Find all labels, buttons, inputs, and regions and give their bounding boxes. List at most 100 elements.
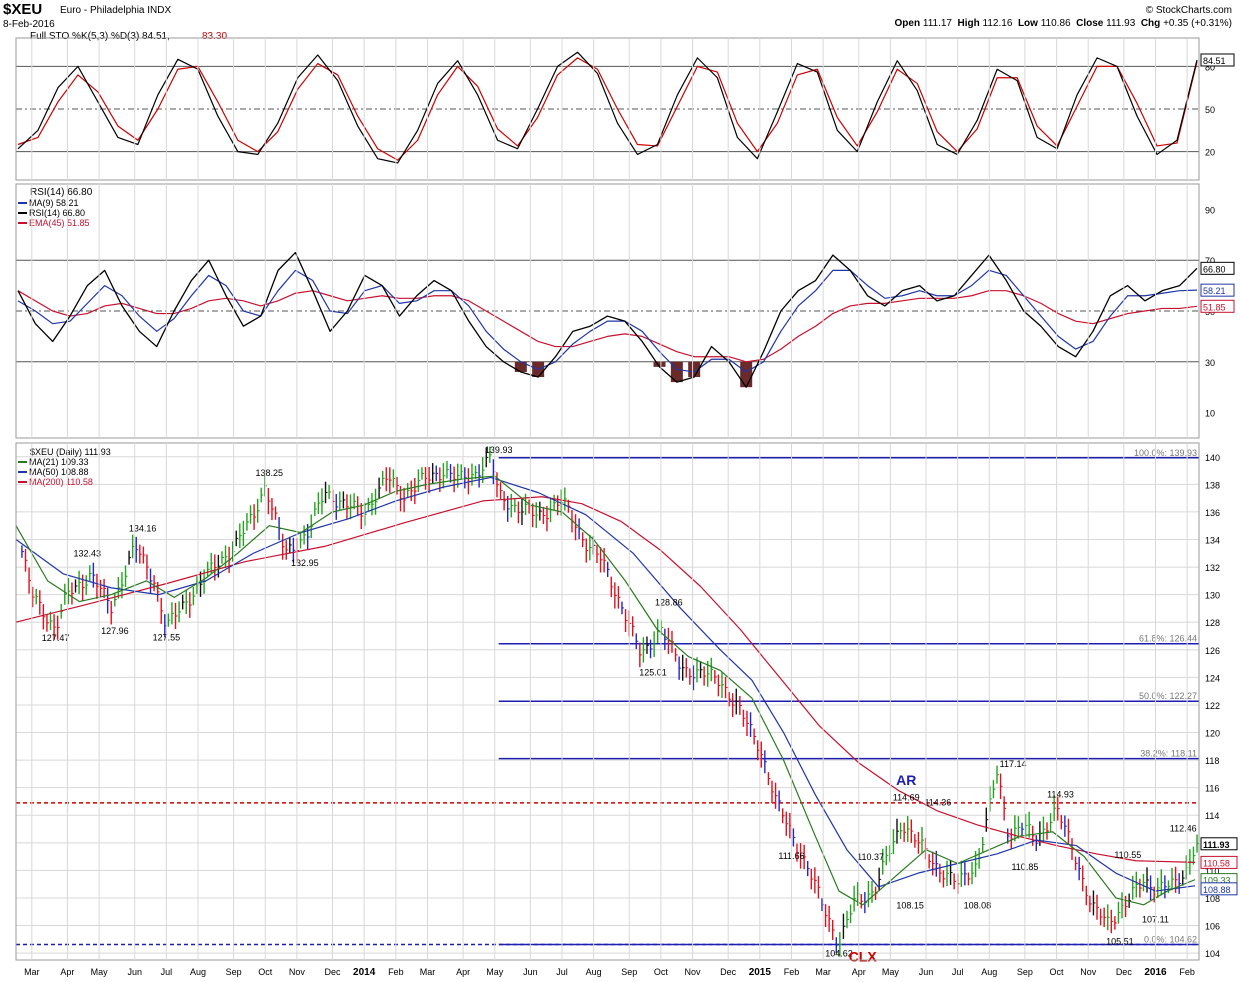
rsi-tick-label: 10: [1205, 409, 1215, 419]
price-tick-label: 138: [1205, 480, 1220, 490]
x-tick-label: Dec: [325, 967, 342, 977]
sto-legend-black: Full STO %K(5,3) %D(3) 84.51,: [30, 31, 170, 42]
x-tick-label: May: [882, 967, 900, 977]
swing-price-label: 110.55: [1114, 850, 1141, 860]
rsi-last-value-box: [1200, 261, 1235, 275]
change-value: +0.35 (+0.31%): [1163, 18, 1232, 29]
open-label: Open: [894, 18, 921, 29]
swing-price-label: 114.36: [924, 797, 951, 807]
sto-last-value-box: [1200, 53, 1235, 67]
x-tick-label: Feb: [784, 967, 800, 977]
swing-price-label: 134.16: [129, 524, 157, 534]
x-tick-label: 2016: [1144, 967, 1167, 978]
high-label: High: [957, 18, 980, 29]
rsi-last-value-label: 66.80: [1203, 264, 1226, 274]
fib-level-label: 100.0%: 139.93: [1134, 448, 1197, 458]
price-tick-label: 134: [1205, 536, 1220, 546]
x-tick-label: Sep: [1017, 967, 1033, 977]
price-legend-item: MA(21) 109.33: [29, 457, 89, 467]
sto-d-line: [17, 57, 1198, 161]
swing-price-label: 108.08: [964, 901, 992, 911]
price-tick-label: 122: [1205, 701, 1220, 711]
x-tick-label: Apr: [60, 967, 74, 977]
stochastic-panel: 80 50 20 84.51 Full STO %K(5,3) %D(3) 84.51,…: [16, 31, 1235, 164]
sto-legend-red: 83.30: [202, 31, 227, 42]
x-tick-label: May: [486, 967, 504, 977]
rsi-legend-item: RSI(14) 66.80: [29, 208, 85, 218]
x-tick-label: Mar: [24, 967, 40, 977]
price-last-value-label: 108.88: [1203, 885, 1231, 895]
x-tick-label: Jun: [919, 967, 934, 977]
close-label: Close: [1076, 18, 1104, 29]
fib-level-label: 38.2%: 118.11: [1140, 749, 1197, 759]
price-legend-item: MA(50) 108.88: [29, 467, 89, 477]
x-tick-label: Jun: [127, 967, 142, 977]
swing-price-label: 117.14: [1000, 759, 1027, 769]
x-tick-label: Jun: [523, 967, 538, 977]
rsi-tick-label: 30: [1205, 358, 1215, 368]
x-tick-label: Sep: [226, 967, 242, 977]
rsi-oversold-fill: [514, 361, 527, 372]
rsi-last-value-box: [1200, 299, 1235, 313]
swing-price-label: 112.46: [1170, 823, 1197, 833]
x-tick-label: Feb: [388, 967, 404, 977]
x-tick-label: Nov: [289, 967, 306, 977]
close-value: 111.93: [1106, 18, 1136, 29]
ma50-line: [15, 476, 1196, 892]
x-tick-label: Mar: [815, 967, 831, 977]
swing-price-label: 127.96: [101, 626, 129, 636]
chart-instrument-name: Euro - Philadelphia INDX: [60, 5, 172, 16]
rsi-panel-frame: [15, 183, 1200, 439]
price-panel: 1041061081101121141161181201221241261281…: [15, 445, 1238, 964]
price-panel-frame: [15, 442, 1200, 961]
chart-date: 8-Feb-2016: [3, 19, 55, 30]
sto-tick-label: 50: [1205, 105, 1215, 115]
price-last-value-box: [1200, 837, 1238, 851]
rsi-last-value-label: 51.85: [1203, 302, 1226, 312]
x-tick-label: 2015: [749, 967, 772, 978]
swing-price-label: 138.25: [255, 468, 283, 478]
x-tick-label: Apr: [456, 967, 470, 977]
price-tick-label: 116: [1205, 784, 1219, 794]
fib-level-label: 50.0%: 122.27: [1139, 691, 1197, 701]
x-tick-label: Oct: [654, 967, 669, 977]
rsi-oversold-fill: [688, 361, 701, 378]
x-tick-label: Dec: [1116, 967, 1133, 977]
price-tick-label: 124: [1205, 673, 1220, 683]
price-legend-item: MA(200) 110.58: [29, 477, 93, 487]
annotation-clx: CLX: [849, 948, 878, 964]
x-tick-label: Oct: [258, 967, 273, 977]
x-tick-label: Mar: [420, 967, 436, 977]
price-tick-label: 106: [1205, 922, 1220, 932]
x-tick-label: Nov: [685, 967, 702, 977]
sto-tick-label: 20: [1205, 148, 1215, 158]
swing-price-label: 110.37: [857, 852, 884, 862]
fib-level-label: 61.8%: 126.44: [1139, 634, 1197, 644]
x-tick-label: Sep: [621, 967, 637, 977]
x-tick-label: Nov: [1080, 967, 1097, 977]
price-tick-label: 114: [1205, 811, 1219, 821]
x-tick-label: Aug: [190, 967, 206, 977]
x-tick-label: Aug: [586, 967, 602, 977]
rsi-tick-label: 90: [1205, 205, 1215, 215]
x-tick-label: May: [91, 967, 109, 977]
swing-price-label: 127.47: [42, 633, 70, 643]
x-tick-label: Jul: [556, 967, 568, 977]
ma200-line: [15, 496, 1196, 863]
x-axis: Mar Apr May Jun Jul Aug Sep Oct Nov Dec 2014 Feb Mar…: [15, 37, 1200, 978]
rsi-line: [17, 251, 1198, 388]
x-tick-label: Oct: [1050, 967, 1065, 977]
high-value: 112.16: [982, 18, 1013, 29]
swing-price-label: 105.51: [1106, 936, 1134, 946]
ma21-line: [15, 475, 1196, 906]
price-last-value-label: 111.93: [1203, 840, 1230, 850]
x-tick-label: 2014: [353, 967, 376, 978]
price-tick-label: 110: [1205, 866, 1219, 876]
x-tick-label: Jul: [952, 967, 964, 977]
chart-symbol: $XEU: [3, 1, 43, 18]
swing-price-label: 108.15: [896, 901, 924, 911]
swing-price-label: 132.95: [291, 558, 319, 568]
price-legend-title: $XEU (Daily) 111.93: [30, 447, 111, 457]
swing-price-label: 128.86: [655, 597, 683, 607]
